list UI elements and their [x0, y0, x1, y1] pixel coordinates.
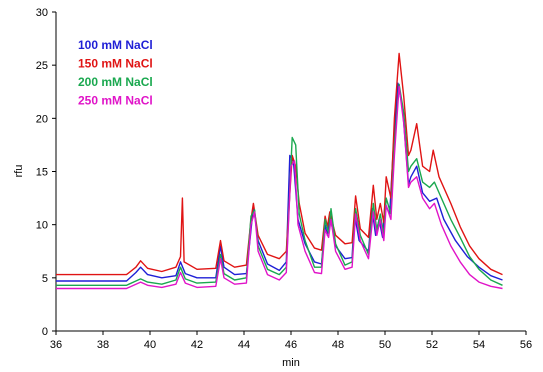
legend-entry: 200 mM NaCl: [78, 75, 153, 89]
y-tick-label: 30: [36, 7, 48, 19]
x-tick-label: 40: [144, 339, 156, 351]
legend-entry: 150 mM NaCl: [78, 57, 153, 71]
series-line-100-mm-nacl: [56, 82, 503, 282]
x-tick-label: 56: [520, 339, 532, 351]
series-line-250-mm-nacl: [56, 85, 503, 290]
x-tick-label: 42: [191, 339, 203, 351]
x-tick-label: 50: [379, 339, 391, 351]
y-ticks: 0 5 10 15 20 25 30: [36, 7, 56, 338]
legend: 100 mM NaCl 150 mM NaCl 200 mM NaCl 250 mM …: [78, 38, 153, 108]
y-tick-label: 15: [36, 167, 48, 179]
series-layer: [56, 52, 503, 290]
x-axis-label: min: [282, 357, 300, 369]
y-tick-label: 20: [36, 113, 48, 125]
x-tick-label: 54: [473, 339, 485, 351]
legend-entry: 250 mM NaCl: [78, 94, 153, 108]
x-tick-label: 44: [238, 339, 250, 351]
x-tick-label: 36: [50, 339, 62, 351]
y-tick-label: 25: [36, 60, 48, 72]
y-axis-label: rfu: [13, 165, 25, 178]
x-tick-label: 46: [285, 339, 297, 351]
x-tick-label: 48: [332, 339, 344, 351]
y-tick-label: 10: [36, 220, 48, 232]
x-tick-label: 52: [426, 339, 438, 351]
y-tick-label: 0: [42, 326, 48, 338]
x-tick-label: 38: [97, 339, 109, 351]
legend-entry: 100 mM NaCl: [78, 38, 153, 52]
y-tick-label: 5: [42, 273, 48, 285]
series-line-200-mm-nacl: [56, 83, 503, 286]
x-ticks: 36 38 40 42 44 46 48 50 52 54 56: [50, 331, 532, 351]
